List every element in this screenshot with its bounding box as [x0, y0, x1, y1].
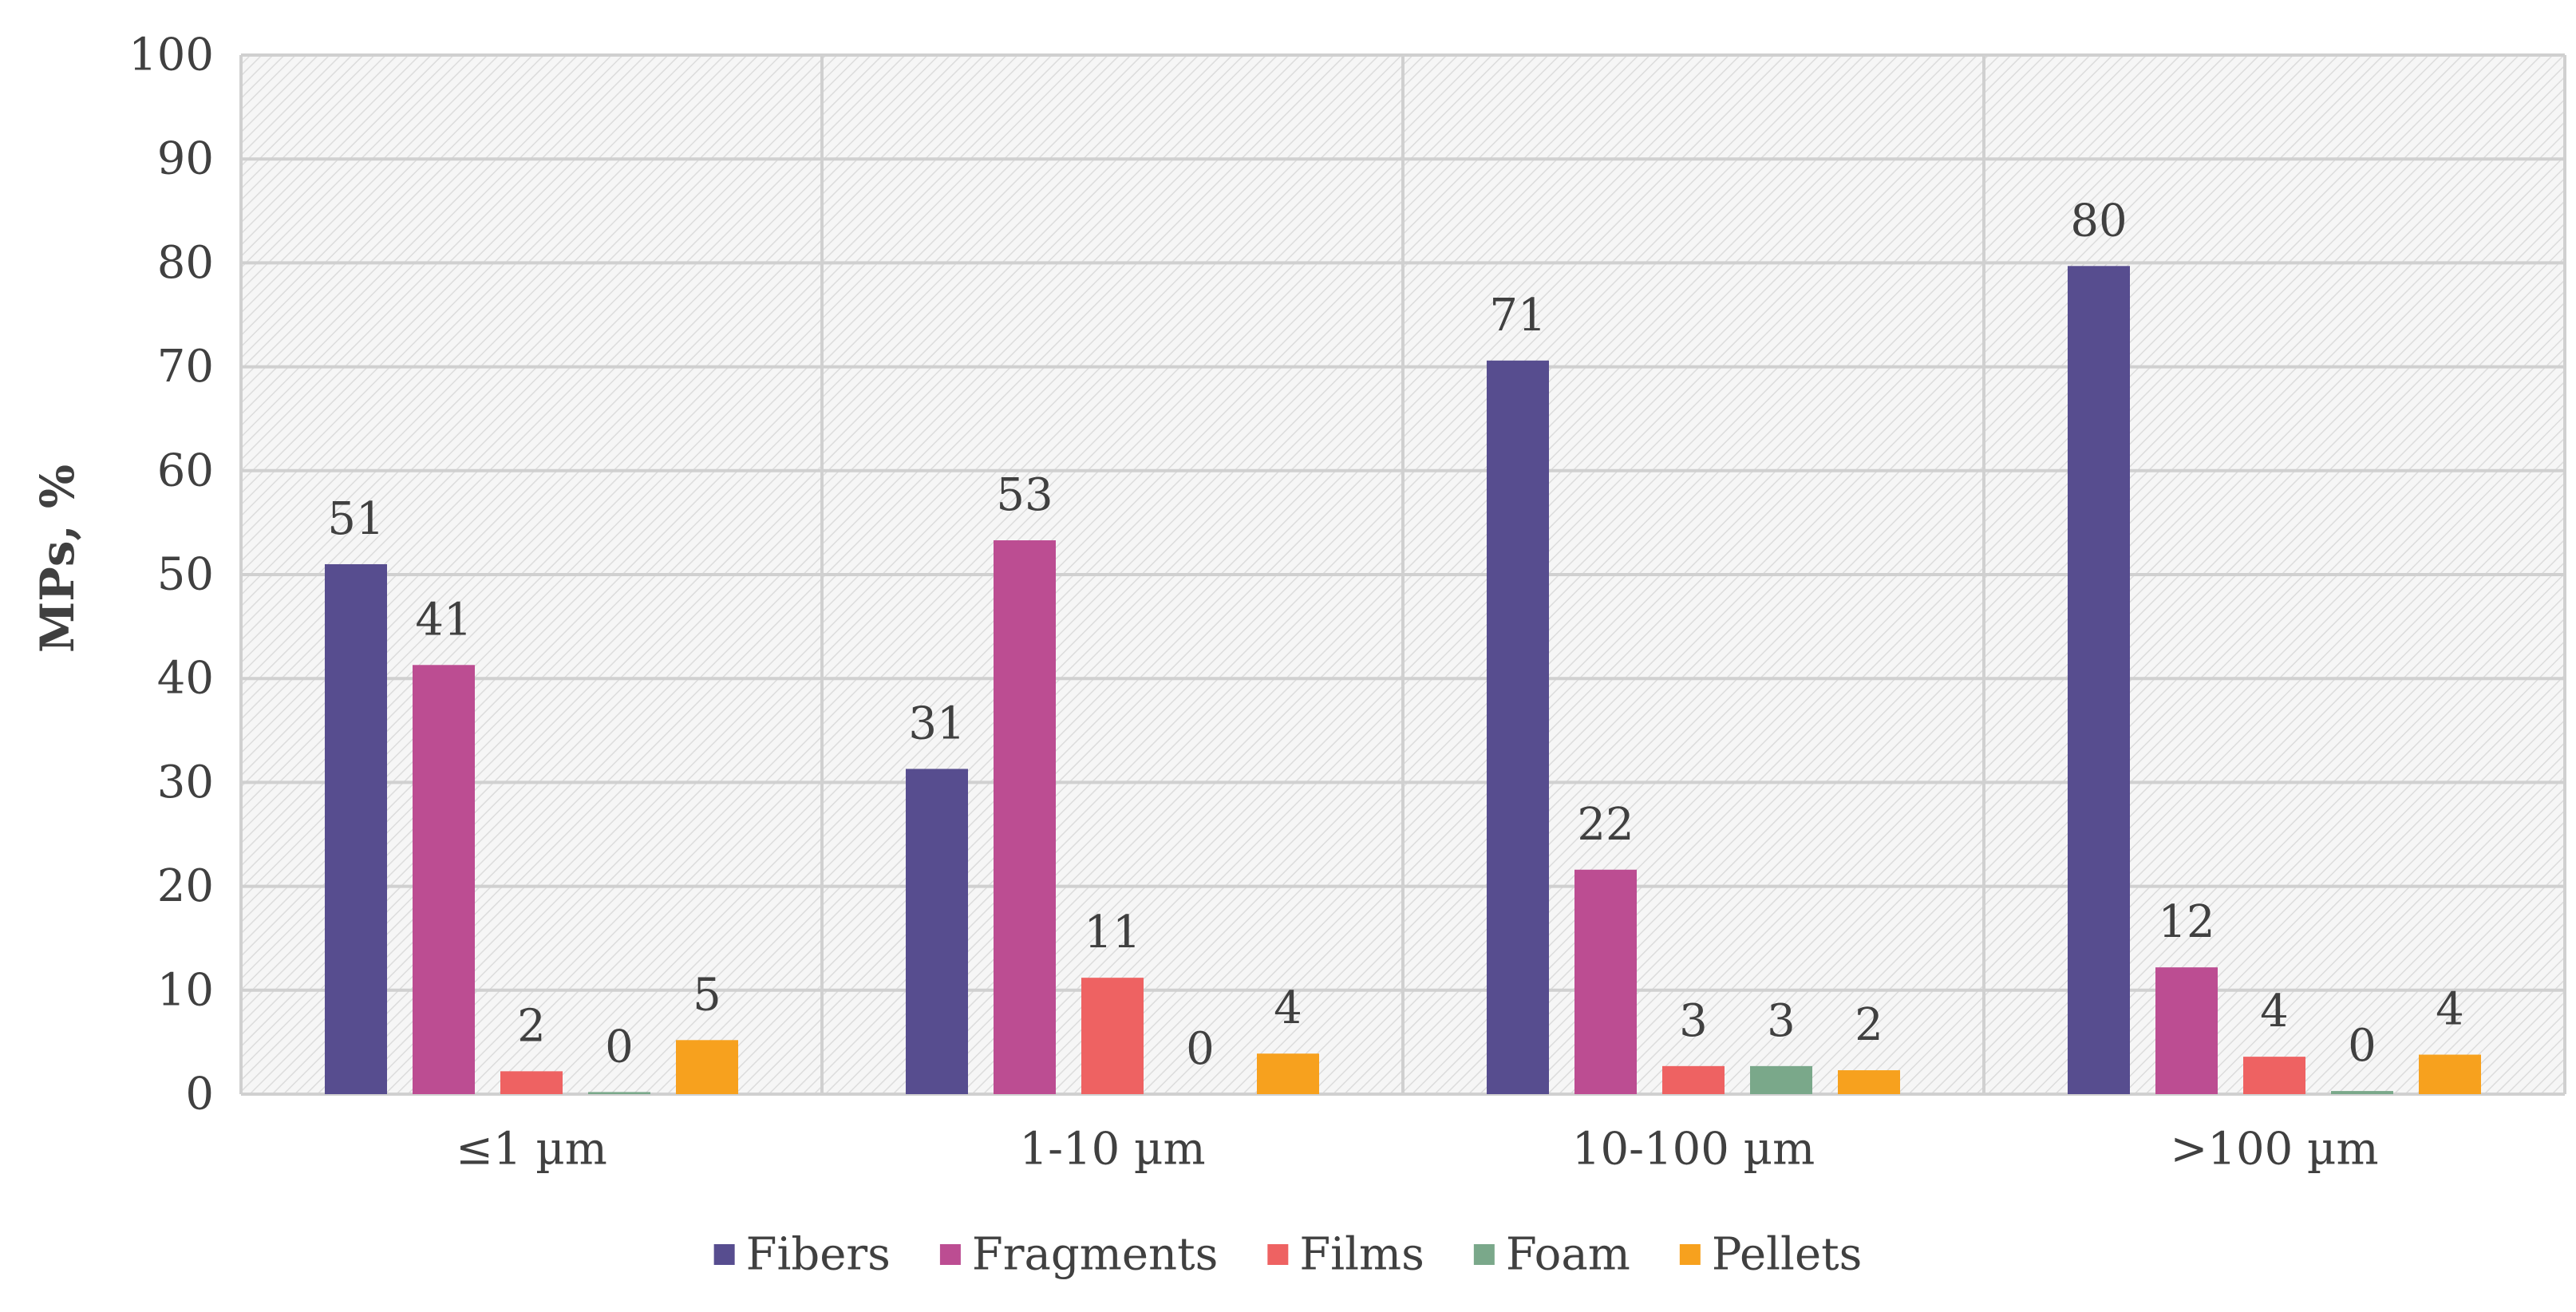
data-label: 12 [2158, 896, 2214, 948]
data-label: 31 [908, 697, 965, 749]
legend-label: Pellets [1712, 1229, 1863, 1281]
data-label: 0 [605, 1021, 634, 1073]
y-tick-label: 20 [157, 860, 214, 912]
legend-label: Films [1299, 1229, 1424, 1281]
data-label: 0 [1186, 1023, 1215, 1075]
x-tick-label: 10-100 µm [1572, 1124, 1815, 1176]
y-tick-label: 60 [157, 445, 214, 496]
bar-films [1662, 1065, 1725, 1094]
legend-item-fibers: Fibers [713, 1229, 891, 1281]
data-label: 41 [415, 594, 472, 646]
data-label: 53 [996, 469, 1053, 521]
data-label: 71 [1489, 290, 1546, 342]
legend-item-pellets: Pellets [1679, 1229, 1863, 1281]
bar-foam [2331, 1091, 2393, 1094]
data-label: 5 [693, 969, 721, 1021]
data-label: 3 [1767, 995, 1796, 1047]
y-tick-label: 50 [157, 549, 214, 601]
bar-fragments [2155, 967, 2218, 1094]
x-tick-label: >100 µm [2170, 1124, 2378, 1176]
bar-fragments [994, 540, 1056, 1094]
legend-swatch [1473, 1244, 1495, 1265]
y-tick-label: 100 [128, 30, 214, 81]
legend-swatch [713, 1244, 735, 1265]
bar-pellets [2419, 1054, 2481, 1094]
bar-fibers [906, 769, 968, 1094]
bar-pellets [676, 1040, 738, 1094]
legend-item-films: Films [1267, 1229, 1424, 1281]
bar-fragments [1574, 869, 1637, 1094]
legend-label: Fragments [972, 1229, 1218, 1281]
data-label: 11 [1084, 907, 1140, 958]
bars [325, 266, 2481, 1095]
data-label: 0 [2348, 1020, 2376, 1072]
legend-swatch [1679, 1244, 1701, 1265]
legend-item-fragments: Fragments [939, 1229, 1218, 1281]
legend-item-foam: Foam [1473, 1229, 1630, 1281]
legend-swatch [939, 1244, 961, 1265]
bar-foam [588, 1092, 650, 1094]
legend-label: Foam [1506, 1229, 1630, 1281]
data-label: 80 [2070, 195, 2127, 247]
bar-foam [1750, 1065, 1812, 1094]
y-tick-label: 40 [157, 653, 214, 705]
data-label: 3 [1679, 995, 1708, 1047]
x-tick-label: 1-10 µm [1019, 1124, 1205, 1176]
y-axis: 0 10 20 30 40 50 60 70 80 90 100 [128, 30, 214, 1120]
x-tick-label: ≤1 µm [456, 1124, 607, 1176]
bar-films [500, 1071, 563, 1094]
bar-films [2243, 1057, 2305, 1094]
data-label: 2 [517, 1000, 546, 1052]
legend-swatch [1267, 1244, 1289, 1265]
y-tick-label: 90 [157, 133, 214, 185]
y-tick-label: 10 [157, 964, 214, 1016]
data-label: 51 [327, 493, 384, 545]
bar-films [1081, 978, 1144, 1094]
gridlines [239, 53, 2566, 1096]
bar-fragments [413, 665, 475, 1094]
legend-label: Fibers [746, 1229, 891, 1281]
data-labels: 51 41 2 0 5 31 53 11 0 4 71 22 3 3 2 80 12 4 0 4 [327, 195, 2463, 1075]
data-label: 22 [1577, 799, 1634, 851]
bar-fibers [2068, 266, 2130, 1094]
x-axis: ≤1 µm 1-10 µm 10-100 µm >100 µm [456, 1124, 2378, 1176]
legend: Fibers Fragments Films Foam Pellets [713, 1229, 1863, 1281]
y-axis-title: MPs, % [30, 464, 85, 653]
bar-fibers [325, 563, 387, 1094]
y-tick-label: 80 [157, 237, 214, 289]
y-tick-label: 0 [185, 1069, 214, 1120]
y-tick-label: 70 [157, 341, 214, 393]
data-label: 2 [1855, 999, 1883, 1051]
bar-pellets [1257, 1053, 1319, 1094]
data-label: 4 [1274, 982, 1302, 1034]
data-label: 4 [2436, 984, 2464, 1036]
bar-pellets [1838, 1070, 1900, 1094]
y-tick-label: 30 [157, 757, 214, 808]
bar-fibers [1487, 360, 1549, 1095]
data-label: 4 [2260, 986, 2289, 1037]
